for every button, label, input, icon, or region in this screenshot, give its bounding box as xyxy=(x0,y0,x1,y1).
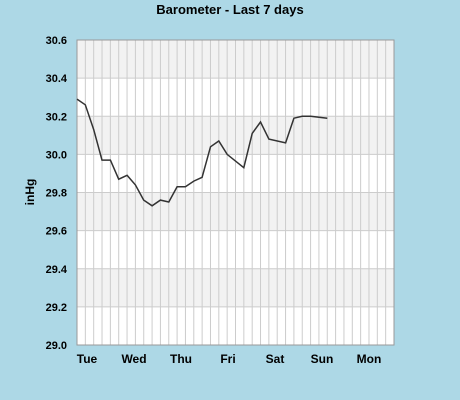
chart-title: Barometer - Last 7 days xyxy=(156,2,303,17)
y-tick-label: 30.4 xyxy=(46,73,68,85)
y-axis-label: inHg xyxy=(23,179,37,206)
y-tick-label: 29.0 xyxy=(46,340,67,352)
y-tick-label: 30.2 xyxy=(46,111,67,123)
x-tick-label: Mon xyxy=(357,352,382,366)
y-tick-label: 29.4 xyxy=(46,264,68,276)
plot-border xyxy=(76,39,395,346)
x-tick-labels: Tue Wed Thu Fri Sat Sun Mon xyxy=(77,352,382,366)
pressure-line xyxy=(76,98,328,207)
x-tick-label: Wed xyxy=(121,352,146,366)
x-tick-label: Sun xyxy=(311,352,334,366)
y-tick-labels: 29.0 29.2 29.4 29.6 29.8 30.0 30.2 30.4 30.6 xyxy=(46,35,68,352)
y-tick-label: 29.8 xyxy=(46,188,67,200)
x-tick-label: Fri xyxy=(220,352,235,366)
y-tick-label: 29.6 xyxy=(46,226,67,238)
y-tick-label: 29.2 xyxy=(46,302,67,314)
x-tick-label: Sat xyxy=(266,352,285,366)
x-tick-label: Thu xyxy=(170,352,192,366)
x-tick-label: Tue xyxy=(77,352,98,366)
y-tick-label: 30.0 xyxy=(46,149,67,161)
y-tick-label: 30.6 xyxy=(46,35,67,47)
